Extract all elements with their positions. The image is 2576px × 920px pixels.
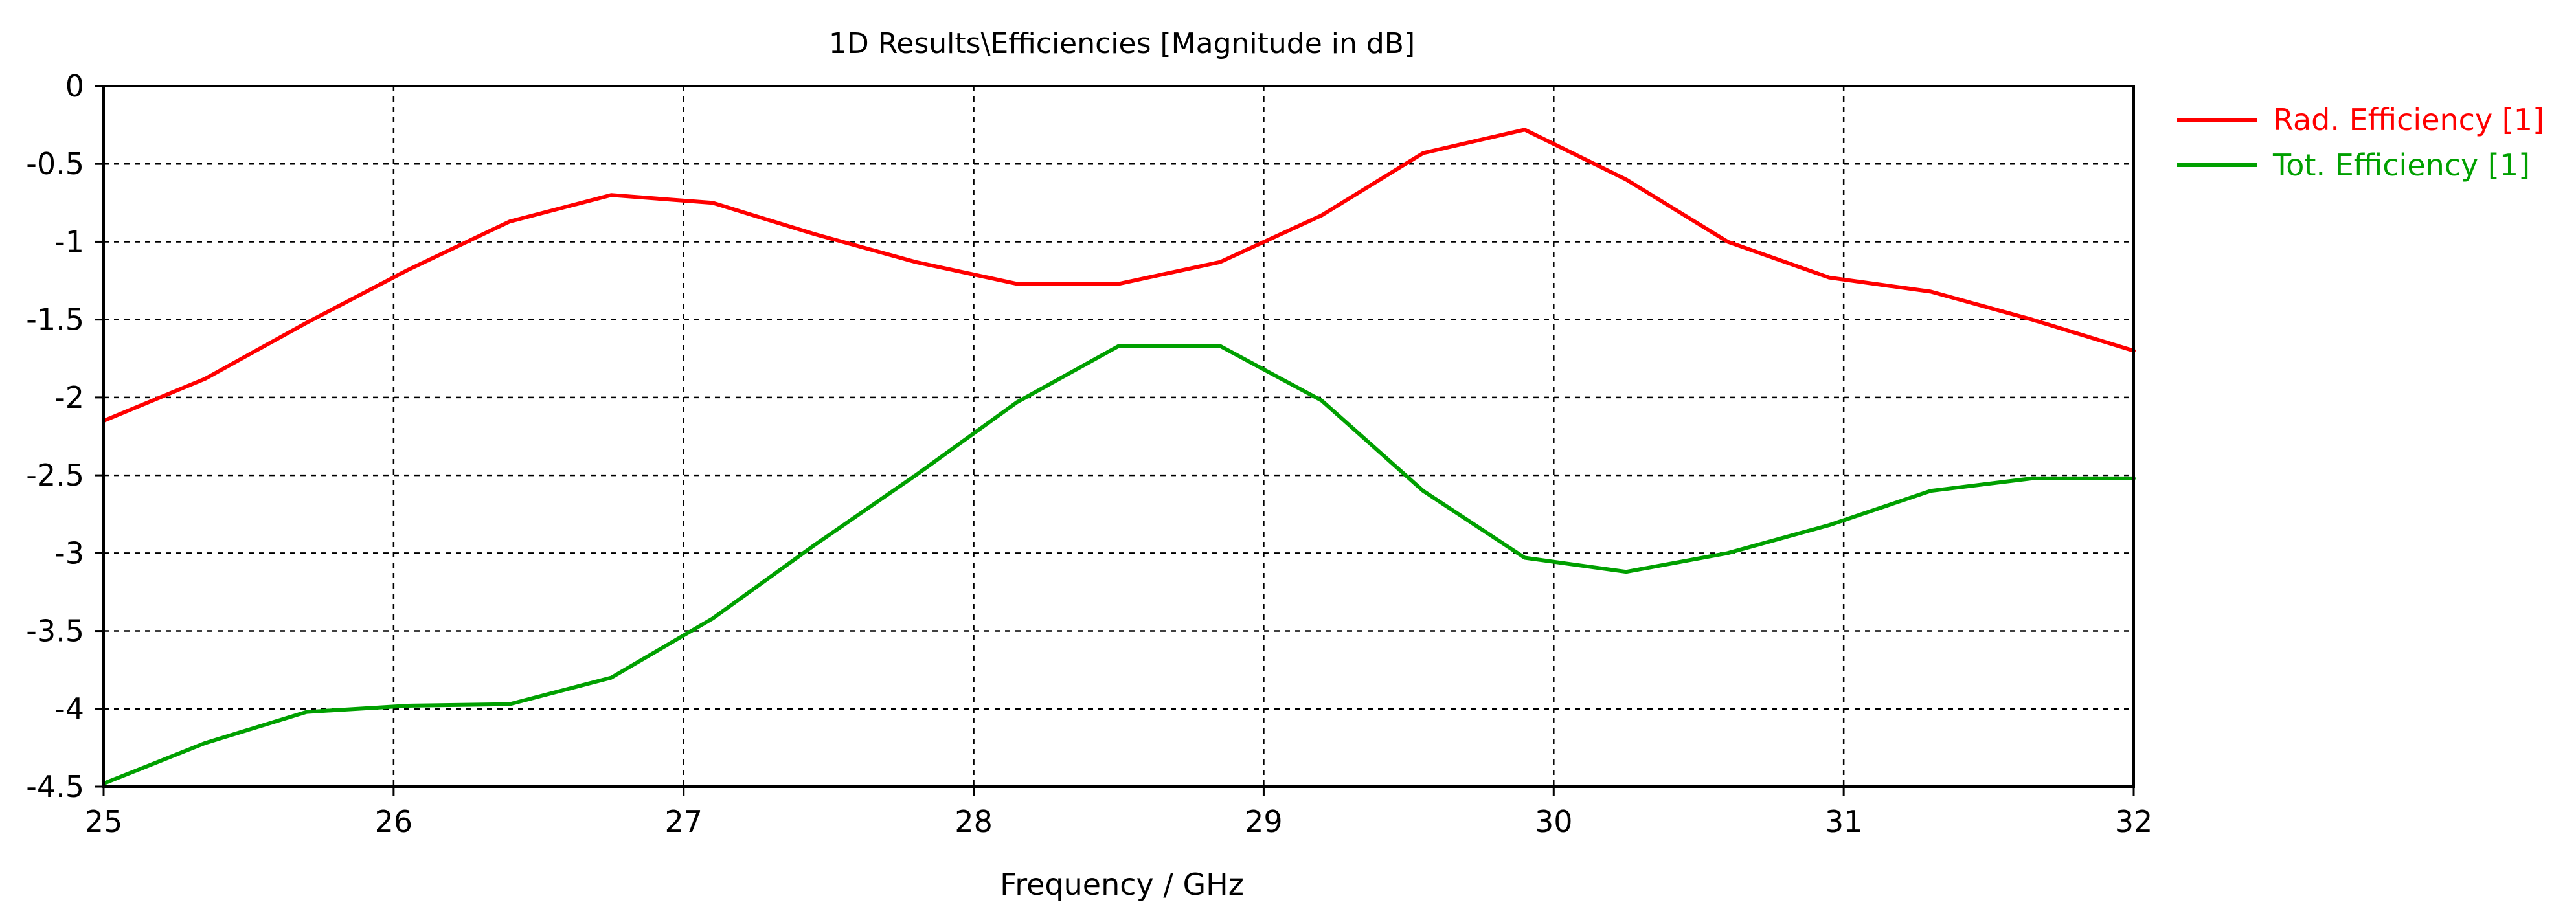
series-lines xyxy=(102,128,2136,786)
y-axis-ticks: 0 -0.5 -1 -1.5 -2 -2.5 -3 -3.5 -4 -4.5 xyxy=(26,69,104,804)
x-tick-label: 32 xyxy=(2115,804,2153,839)
x-tick-label: 26 xyxy=(375,804,413,839)
x-tick-label: 27 xyxy=(664,804,703,839)
y-tick-label: -0.5 xyxy=(26,146,84,181)
x-tick-label: 29 xyxy=(1245,804,1283,839)
x-tick-label: 28 xyxy=(955,804,993,839)
plot-frame xyxy=(102,85,2135,788)
series-line-rad-efficiency xyxy=(102,128,2136,423)
legend-label: Rad. Efficiency [1] xyxy=(2273,102,2544,137)
x-axis-ticks: 25 26 27 28 29 30 31 32 xyxy=(85,787,2153,839)
y-tick-label: -2 xyxy=(54,380,84,415)
x-tick-label: 30 xyxy=(1535,804,1573,839)
grid-lines xyxy=(104,86,2134,787)
x-axis-label: Frequency / GHz xyxy=(1000,867,1244,902)
y-tick-label: -4 xyxy=(54,691,84,726)
series-line-tot-efficiency xyxy=(102,344,2136,786)
x-tick-label: 25 xyxy=(85,804,123,839)
y-tick-label: -1 xyxy=(54,224,84,259)
y-tick-label: -4.5 xyxy=(26,769,84,804)
legend: Rad. Efficiency [1] Tot. Efficiency [1] xyxy=(2177,102,2544,183)
y-tick-label: -2.5 xyxy=(26,458,84,493)
legend-label: Tot. Efficiency [1] xyxy=(2272,148,2530,183)
y-tick-label: -3.5 xyxy=(26,614,84,649)
y-tick-label: -1.5 xyxy=(26,302,84,337)
x-tick-label: 31 xyxy=(1825,804,1863,839)
y-tick-label: -3 xyxy=(54,535,84,570)
chart-title: 1D Results\Efficiencies [Magnitude in dB… xyxy=(829,27,1415,60)
y-tick-label: 0 xyxy=(65,69,84,104)
